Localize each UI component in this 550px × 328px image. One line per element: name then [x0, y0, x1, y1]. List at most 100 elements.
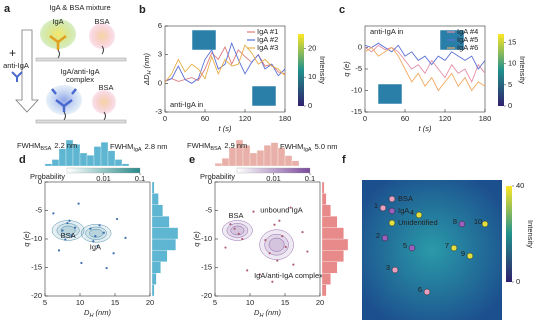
density-contour: [60, 225, 76, 236]
fwhm-label: FWHMBSA 2.2 nm: [17, 141, 77, 152]
x-tick-label: 5: [43, 298, 47, 307]
histogram-bar: [79, 152, 88, 167]
histogram-bar: [86, 155, 95, 167]
y-tick-label: 0: [158, 78, 162, 87]
point: [273, 223, 276, 226]
label: BSA: [98, 83, 113, 92]
series-line: [364, 46, 486, 92]
legend-marker: [388, 195, 396, 203]
point: [237, 232, 240, 235]
density-contour: [226, 223, 249, 238]
fwhm-label: FWHMIgA 2.8 nm: [110, 142, 168, 153]
particle-label: 7: [445, 241, 449, 250]
x-tick-label: 0: [163, 114, 167, 123]
point: [306, 250, 309, 253]
x-tick-label: 20: [146, 298, 154, 307]
colorbar-tick-label: 0.1: [305, 174, 315, 183]
point: [281, 235, 284, 238]
y-tick-label: -5: [35, 205, 42, 214]
x-axis-label: t (s): [219, 124, 232, 133]
point: [276, 259, 279, 262]
x-tick-label: 60: [201, 114, 209, 123]
legend-marker: [388, 219, 396, 227]
substrate: [35, 57, 127, 62]
colorbar-tick-label: 0.01: [96, 174, 111, 183]
particle-marker: [458, 220, 466, 228]
y-tick-label: -10: [351, 85, 362, 94]
legend-label: IgA #6: [457, 43, 478, 52]
panel-label: a: [4, 3, 11, 15]
particle-marker: [415, 211, 423, 219]
y-tick-label: -10: [31, 234, 42, 243]
particle-label: 1: [374, 201, 378, 210]
histogram-bar: [44, 163, 53, 167]
point: [124, 236, 127, 239]
colorbar-tick-label: 0.1: [135, 174, 145, 183]
y-axis-label: q (e): [342, 61, 351, 77]
label-part: 2.9 nm: [224, 141, 247, 150]
histogram-bar: [100, 142, 109, 167]
point: [233, 227, 236, 230]
colorbar: [66, 167, 141, 174]
density-contour: [89, 229, 104, 238]
x-axis-label: DH (nm): [254, 308, 281, 319]
label-part: ΔD: [142, 74, 151, 86]
point: [246, 269, 249, 272]
histogram-bar: [321, 181, 325, 194]
colorbar: [298, 34, 304, 106]
point: [278, 219, 281, 222]
x-axis-label: t (s): [419, 124, 432, 133]
label-part: q: [192, 242, 201, 247]
histogram-bar: [151, 284, 155, 297]
microscopy-image: [362, 180, 502, 320]
label: IgA: [52, 17, 63, 26]
label-part: 2.8 nm: [145, 142, 168, 151]
point: [289, 206, 292, 209]
legend-label: IgA #4: [457, 27, 478, 36]
histogram-bar: [121, 163, 130, 167]
annotation: IgA/anti-IgA complex: [254, 271, 323, 280]
annotation: BSA: [61, 231, 76, 240]
point: [61, 229, 64, 232]
annotation: BSA: [228, 211, 243, 220]
point: [74, 226, 77, 229]
particle-label: 5: [403, 241, 407, 250]
point: [292, 263, 295, 266]
legend-label: BSA: [398, 194, 413, 203]
point: [98, 224, 101, 227]
label-part: FWHM: [280, 142, 303, 151]
histogram-bar: [284, 155, 293, 167]
particle-label: 4: [410, 208, 414, 217]
bsa-blob: [92, 90, 116, 114]
x-tick-label: 180: [479, 114, 492, 123]
y-axis-label: q (e): [22, 231, 31, 247]
point: [102, 231, 105, 234]
point: [105, 266, 108, 270]
panel-f: f: [342, 154, 502, 320]
legend-label: IgA: [398, 206, 409, 215]
colorbar-tick-label: 40: [516, 181, 524, 190]
panel-label: b: [139, 4, 146, 16]
histogram-bar: [263, 145, 272, 167]
panel-a: a IgA & BSA mixture IgA BSA + anti-IgA I…: [3, 3, 127, 124]
colorbar-tick-label: 10: [308, 72, 316, 81]
histogram-bar: [256, 150, 265, 167]
label-part: FWHM: [17, 141, 40, 150]
histogram-bar: [151, 181, 155, 194]
series-line: [364, 42, 486, 70]
y-tick-label: 3: [158, 50, 162, 59]
annotation: unbound IgA: [260, 205, 303, 214]
point: [94, 235, 97, 238]
histogram-bar: [321, 250, 344, 262]
legend-label: IgA #1: [257, 27, 278, 36]
colorbar: [498, 34, 504, 106]
histogram-bar: [151, 227, 179, 240]
particle-label: 2: [376, 231, 380, 240]
y-tick-label: 0: [358, 42, 362, 51]
fwhm-label: FWHMBSA 2.9 nm: [187, 141, 247, 152]
label-part: (nm): [263, 308, 281, 317]
histogram-bar: [151, 193, 159, 205]
colorbar: [506, 186, 512, 282]
y-tick-label: -10: [201, 234, 212, 243]
